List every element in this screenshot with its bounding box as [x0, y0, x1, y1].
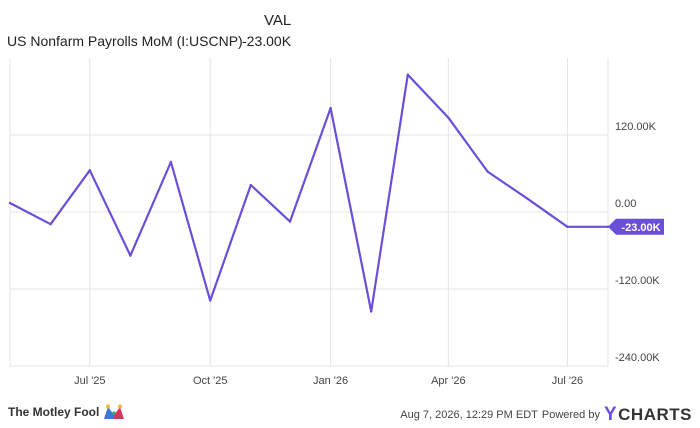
legend-column-header: VAL — [264, 12, 292, 29]
x-tick-label: Oct '25 — [193, 375, 228, 387]
x-tick-label: Apr '26 — [431, 375, 466, 387]
data-point — [447, 116, 450, 119]
last-value-callout-group: -23.00K — [608, 218, 664, 235]
y-tick-label: 0.00 — [615, 198, 636, 210]
y-tick-label: -240.00K — [615, 352, 660, 364]
x-tick-label: Jul '26 — [552, 375, 583, 387]
brand-name: The Motley Fool — [8, 405, 100, 419]
data-point — [129, 254, 132, 257]
footer: The Motley Fool Aug 7, 2026, 12:29 PM ED… — [0, 396, 700, 428]
y-tick-label: 120.00K — [615, 121, 657, 133]
x-tick-label: Jan '26 — [313, 375, 348, 387]
data-point — [288, 220, 292, 223]
legend-series-name[interactable]: US Nonfarm Payrolls MoM (I:USCNP) — [7, 33, 243, 49]
ycharts-logo[interactable]: Y CHARTS — [604, 404, 692, 426]
legend-series-value: -23.00K — [242, 33, 292, 49]
series-line — [8, 73, 610, 313]
series-layer — [8, 73, 610, 313]
powered-by-text: Powered by — [541, 409, 600, 421]
grid-lines — [9, 58, 609, 367]
x-tick-label: Jul '25 — [74, 375, 105, 387]
timestamp: Aug 7, 2026, 12:29 PM EDT — [400, 409, 538, 421]
data-point — [406, 73, 409, 76]
data-point — [566, 225, 569, 228]
line-chart: Jul '25 Oct '25 Jan '26 Apr '26 Jul '26 120.… — [8, 58, 664, 387]
data-point — [169, 160, 173, 164]
data-point — [526, 197, 530, 201]
ycharts-logo-y: Y — [603, 404, 618, 425]
data-point — [88, 169, 92, 172]
data-point — [249, 183, 252, 187]
last-value-label: -23.00K — [621, 222, 660, 234]
last-value-callout — [608, 218, 664, 235]
x-axis-ticks: Jul '25 Oct '25 Jan '26 Apr '26 Jul '26 — [74, 375, 583, 387]
chart-legend: VAL US Nonfarm Payrolls MoM (I:USCNP) -2… — [0, 0, 700, 60]
data-point — [8, 201, 12, 205]
jester-hat-icon — [104, 404, 125, 419]
y-axis-ticks: 120.00K 0.00 -120.00K -240.00K — [615, 121, 660, 364]
attribution: Aug 7, 2026, 12:29 PM EDT Powered by Y C… — [400, 404, 692, 426]
data-point — [369, 310, 373, 313]
data-point — [329, 106, 332, 110]
data-point — [209, 299, 212, 302]
y-tick-label: -120.00K — [615, 275, 660, 287]
data-point — [486, 170, 489, 173]
motley-fool-logo[interactable]: The Motley Fool — [8, 404, 125, 420]
data-point — [49, 222, 52, 226]
ycharts-logo-text: CHARTS — [618, 405, 692, 424]
